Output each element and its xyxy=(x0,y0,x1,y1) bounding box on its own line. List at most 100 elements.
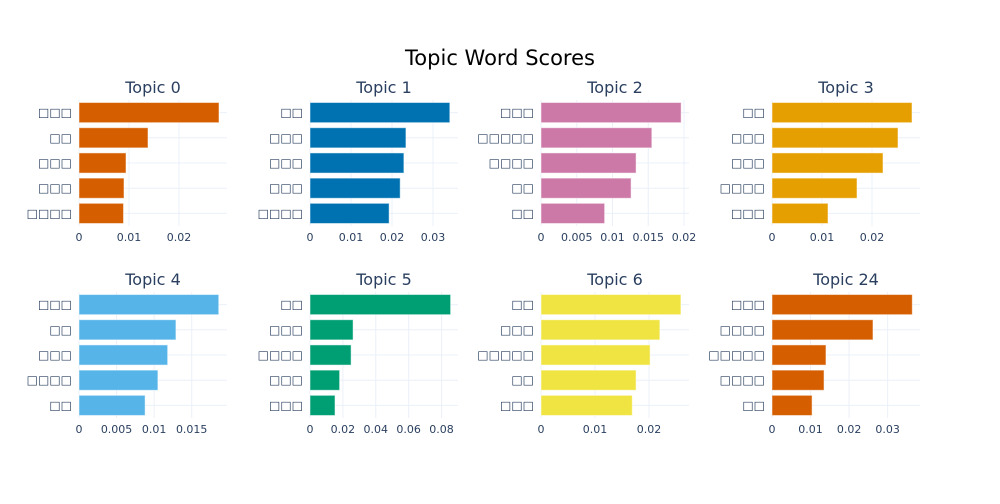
bar xyxy=(309,394,336,416)
x-tick-label: 0.01 xyxy=(810,231,835,244)
x-tick-label: 0 xyxy=(769,423,776,436)
subplot-topic-4: 0 0.005 0.01 0.015□□□□□□□□□□□□□□Topic 4 xyxy=(27,270,227,436)
x-tick-label: 0 xyxy=(307,231,314,244)
y-tick-label: □□□□ xyxy=(258,206,303,220)
y-tick-label: □□ xyxy=(49,398,72,412)
bar xyxy=(540,394,633,416)
y-tick-label: □□□ xyxy=(38,298,72,312)
y-tick-label: □□□□□ xyxy=(477,131,534,145)
y-tick-label: □□□□ xyxy=(720,373,765,387)
y-tick-label: □□□ xyxy=(269,323,303,337)
y-tick-label: □□ xyxy=(511,298,534,312)
x-tick-label: 0.08 xyxy=(429,423,454,436)
x-tick-label: 0.03 xyxy=(875,423,900,436)
y-tick-label: □□ xyxy=(280,106,303,120)
y-tick-label: □□□ xyxy=(731,206,765,220)
x-tick-label: 0.015 xyxy=(632,231,664,244)
x-tick-label: 0 xyxy=(538,231,545,244)
x-tick-label: 0.02 xyxy=(860,231,885,244)
bar xyxy=(540,369,637,391)
x-tick-label: 0.005 xyxy=(101,423,133,436)
y-tick-label: □□□ xyxy=(269,131,303,145)
y-tick-label: □□□ xyxy=(731,131,765,145)
bar xyxy=(78,369,159,391)
subplot-topic-24: 0 0.01 0.02 0.03□□□□□□□□□□□□□□□□□□Topic 24 xyxy=(708,270,920,436)
subplot-title: Topic 0 xyxy=(124,78,181,97)
bar xyxy=(309,127,407,149)
y-tick-label: □□□ xyxy=(500,106,534,120)
y-tick-label: □□ xyxy=(511,181,534,195)
y-tick-label: □□□ xyxy=(38,156,72,170)
subplot-topic-5: 0 0.02 0.04 0.06 0.08□□□□□□□□□□□□□□□Topic 5 xyxy=(258,270,458,436)
x-tick-label: 0 xyxy=(769,231,776,244)
x-tick-label: 0.02 xyxy=(331,423,356,436)
bar xyxy=(309,152,405,174)
y-tick-label: □□□ xyxy=(731,298,765,312)
bar xyxy=(309,319,354,341)
bar xyxy=(771,102,913,124)
y-tick-label: □□□ xyxy=(269,398,303,412)
y-tick-label: □□ xyxy=(280,298,303,312)
y-tick-label: □□□□ xyxy=(27,373,72,387)
bar xyxy=(540,344,651,366)
y-tick-label: □□□ xyxy=(731,156,765,170)
bar xyxy=(540,294,682,316)
subplot-title: Topic 24 xyxy=(812,270,879,289)
x-tick-label: 0.02 xyxy=(672,231,697,244)
x-tick-label: 0.03 xyxy=(421,231,446,244)
x-tick-label: 0.005 xyxy=(561,231,593,244)
subplot-topic-2: 0 0.005 0.01 0.015 0.02□□□□□□□□□□□□□□□□Topic… xyxy=(477,78,696,244)
bar xyxy=(771,152,884,174)
x-tick-label: 0.04 xyxy=(364,423,389,436)
bar xyxy=(771,344,827,366)
x-tick-label: 0.02 xyxy=(167,231,192,244)
bar xyxy=(78,294,220,316)
bar xyxy=(309,294,452,316)
subplot-topic-6: 0 0.01 0.02□□□□□□□□□□□□□□□Topic 6 xyxy=(477,270,689,436)
y-tick-label: □□ xyxy=(742,106,765,120)
y-tick-label: □□ xyxy=(511,206,534,220)
x-tick-label: 0 xyxy=(76,423,83,436)
bar xyxy=(771,369,825,391)
bar xyxy=(309,369,341,391)
x-tick-label: 0.01 xyxy=(600,231,625,244)
y-tick-label: □□ xyxy=(511,373,534,387)
bar xyxy=(78,177,125,199)
x-tick-label: 0.01 xyxy=(798,423,823,436)
y-tick-label: □□□ xyxy=(269,181,303,195)
bar xyxy=(309,344,352,366)
bar xyxy=(78,319,177,341)
bar xyxy=(540,319,661,341)
bar xyxy=(540,177,632,199)
bar xyxy=(771,202,829,224)
x-tick-label: 0.02 xyxy=(380,231,405,244)
x-tick-label: 0.02 xyxy=(837,423,862,436)
bar xyxy=(309,202,390,224)
x-tick-label: 0.015 xyxy=(176,423,208,436)
y-tick-label: □□□□□ xyxy=(708,348,765,362)
bar xyxy=(771,127,899,149)
bar xyxy=(309,102,451,124)
y-tick-label: □□□□ xyxy=(489,156,534,170)
y-tick-label: □□□□□ xyxy=(477,348,534,362)
bar xyxy=(540,102,682,124)
subplot-topic-0: 0 0.01 0.02□□□□□□□□□□□□□□□Topic 0 xyxy=(27,78,227,244)
y-tick-label: □□□ xyxy=(269,373,303,387)
y-tick-label: □□□ xyxy=(38,106,72,120)
y-tick-label: □□ xyxy=(49,131,72,145)
bar xyxy=(771,394,813,416)
subplot-title: Topic 2 xyxy=(586,78,643,97)
x-tick-label: 0 xyxy=(76,231,83,244)
y-tick-label: □□□ xyxy=(500,398,534,412)
chart-title: Topic Word Scores xyxy=(404,46,595,70)
y-tick-label: □□ xyxy=(49,323,72,337)
bar xyxy=(771,177,858,199)
x-tick-label: 0.02 xyxy=(637,423,662,436)
bar xyxy=(309,177,401,199)
x-tick-label: 0.01 xyxy=(117,231,142,244)
subplot-title: Topic 1 xyxy=(355,78,412,97)
subplot-title: Topic 4 xyxy=(124,270,181,289)
subplot-topic-1: 0 0.01 0.02 0.03□□□□□□□□□□□□□□□Topic 1 xyxy=(258,78,458,244)
